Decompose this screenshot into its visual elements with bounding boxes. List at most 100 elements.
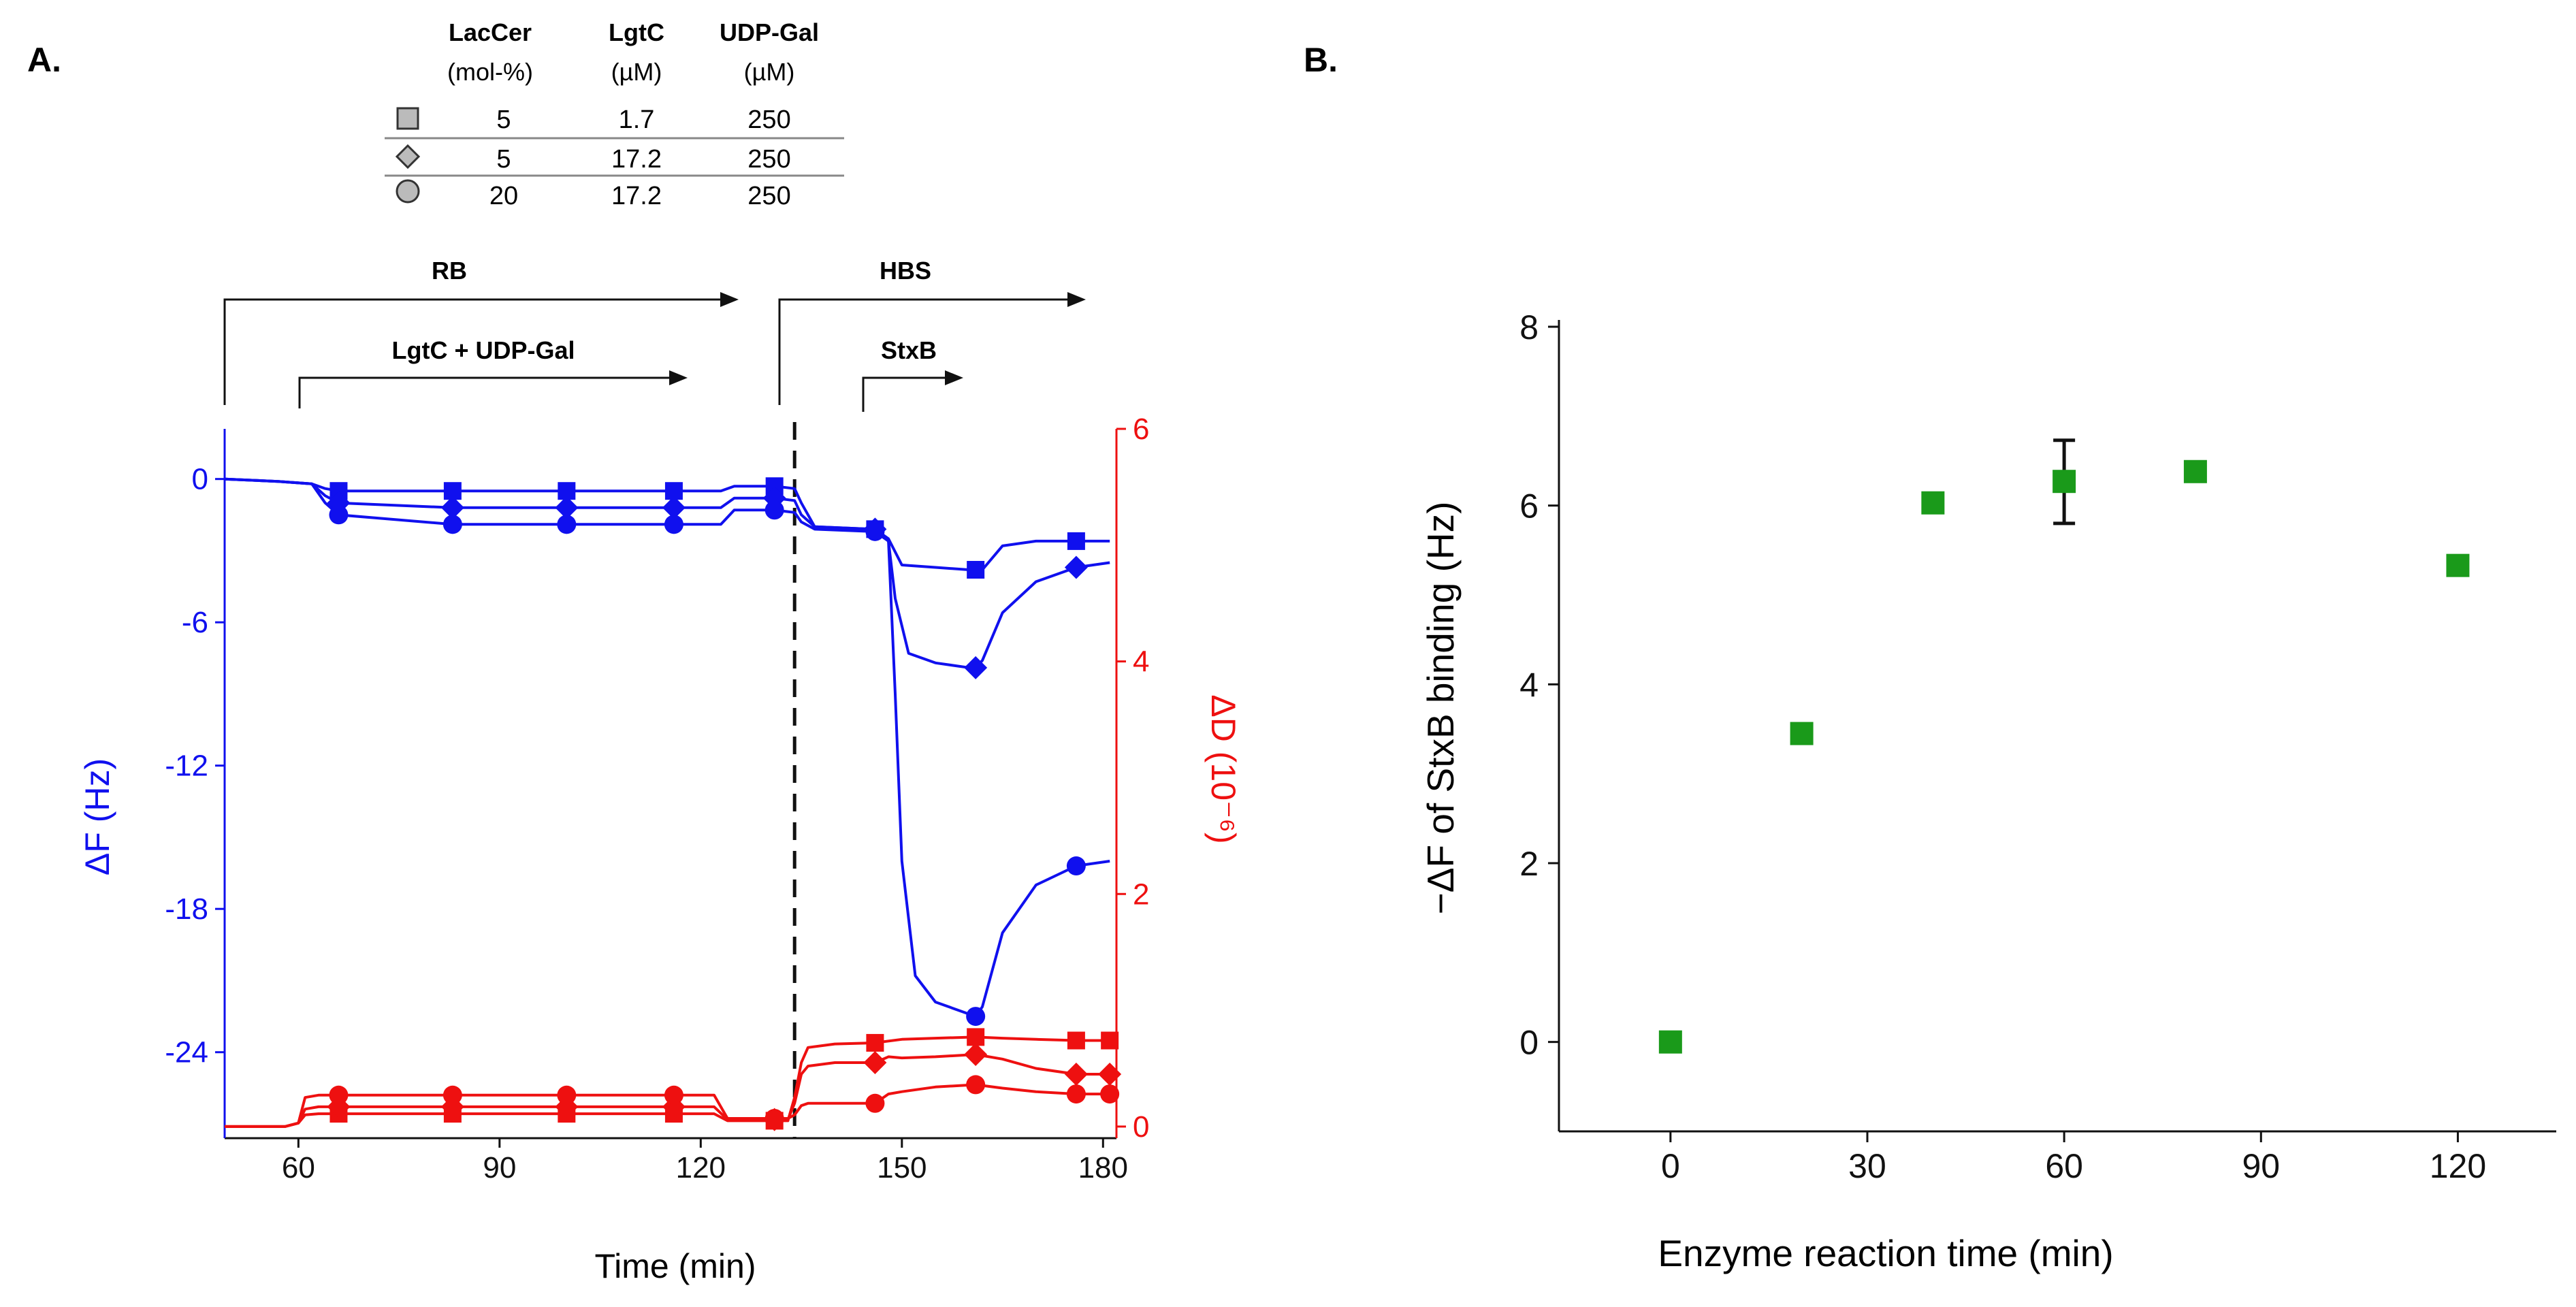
data-point [557, 515, 577, 534]
y-tick-label-right: 6 [1133, 413, 1149, 446]
data-point [1790, 722, 1814, 745]
stxb-arrow [862, 376, 946, 412]
data-point [966, 1075, 986, 1095]
legend-circle-marker [396, 179, 420, 204]
data-point [1067, 532, 1085, 550]
data-point [964, 656, 988, 679]
lgtc-arrowhead [669, 370, 688, 385]
chart-a-ylabel: ΔF (Hz) [78, 758, 116, 875]
chart-b: Enzyme reaction time (min) −ΔF of StxB b… [1419, 308, 2556, 1274]
hbs-arrow [778, 298, 1069, 405]
legend-row1-lgtc: 1.7 [619, 106, 655, 134]
data-point [2052, 470, 2076, 494]
stxb-arrowhead [945, 370, 963, 385]
x-tick-label: 60 [282, 1151, 315, 1184]
legend-row1-laccer: 5 [496, 106, 511, 134]
data-point [865, 1093, 885, 1113]
rb-arrowhead [720, 292, 739, 307]
data-point [664, 515, 683, 534]
y-tick-label-left: 0 [192, 463, 208, 496]
y-tick-label-left: -24 [165, 1036, 208, 1069]
series-line [225, 1083, 1110, 1128]
legend-row3-lgtc: 17.2 [611, 182, 662, 210]
legend-unit-lgtc: (µM) [611, 58, 662, 86]
data-point [1064, 1063, 1088, 1086]
rb-arrow [223, 298, 722, 405]
x-tick-label: 90 [483, 1151, 516, 1184]
chart-b-xlabel: Enzyme reaction time (min) [1658, 1232, 2113, 1274]
x-tick-label: 180 [1078, 1151, 1128, 1184]
legend-header-lgtc: LgtC [609, 18, 664, 46]
y-tick-label-right: 0 [1133, 1110, 1149, 1144]
chart-a: Time (min) ΔF (Hz) ΔD (10⁻⁶) 60 90 120 150 1… [78, 413, 1242, 1285]
data-point [865, 521, 885, 541]
legend-diamond-marker [395, 144, 421, 170]
data-point [2446, 553, 2470, 577]
data-point [442, 1085, 462, 1105]
y-tick-label: 0 [1519, 1024, 1539, 1062]
y-tick-label: 8 [1519, 308, 1539, 346]
rb-label: RB [432, 257, 467, 285]
chart-b-ylabel: −ΔF of StxB binding (Hz) [1419, 502, 1462, 915]
y-tick-label-right: 2 [1133, 877, 1149, 911]
data-point [764, 500, 784, 520]
x-tick-label: 30 [1848, 1147, 1886, 1185]
panel-a-label: A. [27, 41, 61, 79]
data-point [866, 1033, 884, 1052]
stxb-label: StxB [881, 336, 937, 364]
y-tick-label-left: -18 [165, 892, 208, 926]
data-point [329, 1085, 349, 1105]
data-point [329, 505, 349, 525]
injection-annotations [223, 292, 1086, 412]
data-point [1101, 1031, 1119, 1050]
data-point [863, 1050, 887, 1074]
chart-a-xlabel: Time (min) [594, 1247, 756, 1285]
legend-row3-laccer: 20 [489, 182, 518, 210]
series-line [224, 477, 1110, 1018]
data-point [967, 560, 985, 579]
x-tick-label: 0 [1661, 1147, 1680, 1185]
hbs-label: HBS [880, 257, 931, 285]
data-point [1067, 1031, 1085, 1050]
legend-row3-udpgal: 250 [747, 182, 790, 210]
data-point [664, 1085, 683, 1105]
legend-header-udpgal: UDP-Gal [720, 18, 819, 46]
legend-unit-laccer: (mol-%) [447, 58, 533, 86]
y-tick-label: 4 [1519, 666, 1539, 704]
legend-unit-udpgal: (µM) [744, 58, 795, 86]
legend-row2-laccer: 5 [496, 145, 511, 174]
x-tick-label: 90 [2242, 1147, 2280, 1185]
legend-table: LacCer LgtC UDP-Gal (mol-%) (µM) (µM) 5 … [385, 18, 844, 210]
data-point [442, 515, 462, 534]
y-tick-label-right: 4 [1133, 645, 1149, 679]
y-tick-label: 6 [1519, 487, 1539, 526]
data-point [964, 1043, 988, 1067]
data-point [555, 496, 579, 519]
lgtc-arrow [298, 376, 671, 408]
data-point [1064, 555, 1088, 579]
x-tick-label: 150 [877, 1151, 927, 1184]
y-tick-label-left: -6 [182, 606, 208, 639]
data-point [764, 1108, 784, 1128]
data-point [1066, 1084, 1086, 1104]
data-point [557, 1085, 577, 1105]
data-point [966, 1007, 986, 1027]
data-point [1921, 491, 1945, 515]
legend-row2-udpgal: 250 [747, 145, 790, 174]
chart-a-ylabel-right: ΔD (10⁻⁶) [1204, 694, 1242, 843]
legend-row1-udpgal: 250 [747, 106, 790, 134]
x-tick-label: 120 [676, 1151, 726, 1184]
hbs-arrowhead [1067, 292, 1086, 307]
data-point [2183, 459, 2207, 483]
panel-b-label: B. [1304, 41, 1338, 79]
series-line [224, 477, 1110, 669]
lgtc-label: LgtC + UDP-Gal [391, 336, 575, 364]
data-point [440, 496, 464, 519]
legend-row2-lgtc: 17.2 [611, 145, 662, 174]
data-point [1066, 856, 1086, 876]
data-point [1098, 1063, 1122, 1086]
x-tick-label: 120 [2430, 1147, 2486, 1185]
y-tick-label-left: -12 [165, 749, 208, 783]
x-tick-label: 60 [2045, 1147, 2083, 1185]
